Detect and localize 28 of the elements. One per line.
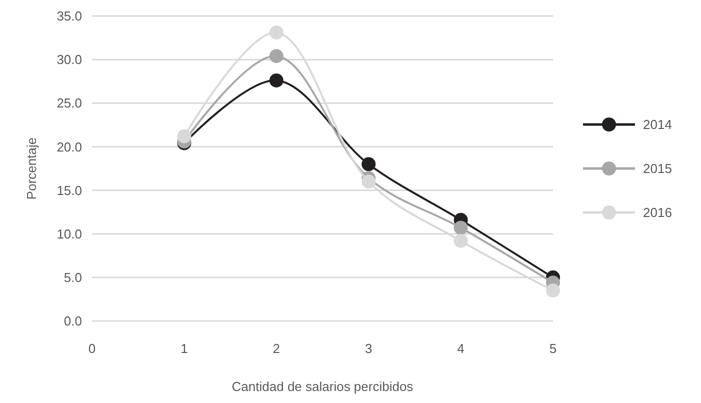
- point: [454, 220, 468, 235]
- point: [269, 73, 284, 88]
- y-axis-title: Porcentaje: [24, 137, 39, 200]
- x-tick-label: 5: [549, 341, 557, 356]
- point: [362, 174, 376, 189]
- point: [362, 157, 376, 172]
- point: [177, 129, 192, 144]
- x-tick-label: 4: [457, 341, 464, 356]
- y-tick-label: 0.0: [64, 314, 82, 329]
- legend-label: 2016: [643, 205, 672, 220]
- x-axis-title: Cantidad de salarios percibidos: [232, 379, 414, 394]
- legend-label: 2015: [643, 161, 672, 176]
- y-tick-label: 15.0: [56, 182, 82, 198]
- y-tick-label: 30.0: [56, 52, 82, 68]
- y-tick-label: 35.0: [56, 8, 82, 24]
- y-tick-label: 10.0: [56, 226, 82, 242]
- point: [269, 26, 284, 40]
- y-tick-label: 20.0: [56, 139, 82, 154]
- x-tick-label: 1: [180, 341, 188, 356]
- point: [454, 234, 468, 248]
- x-tick-label: 0: [88, 341, 96, 356]
- point: [546, 284, 560, 298]
- legend-label: 2014: [643, 117, 672, 132]
- y-tick-label: 25.0: [56, 96, 82, 111]
- y-tick-label: 5.0: [64, 270, 82, 285]
- x-tick-label: 3: [364, 341, 372, 356]
- x-tick-label: 2: [272, 341, 280, 356]
- point: [269, 49, 284, 64]
